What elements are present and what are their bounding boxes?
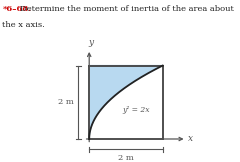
Text: x: x: [188, 134, 193, 144]
Text: y² = 2x: y² = 2x: [122, 106, 150, 114]
Polygon shape: [89, 66, 163, 139]
Text: *6–68.: *6–68.: [2, 5, 31, 13]
Text: 2 m: 2 m: [58, 98, 73, 106]
Text: the x axis.: the x axis.: [2, 21, 45, 29]
Text: y: y: [88, 38, 93, 47]
Text: Determine the moment of inertia of the area about: Determine the moment of inertia of the a…: [20, 5, 234, 13]
Text: 2 m: 2 m: [118, 154, 134, 162]
